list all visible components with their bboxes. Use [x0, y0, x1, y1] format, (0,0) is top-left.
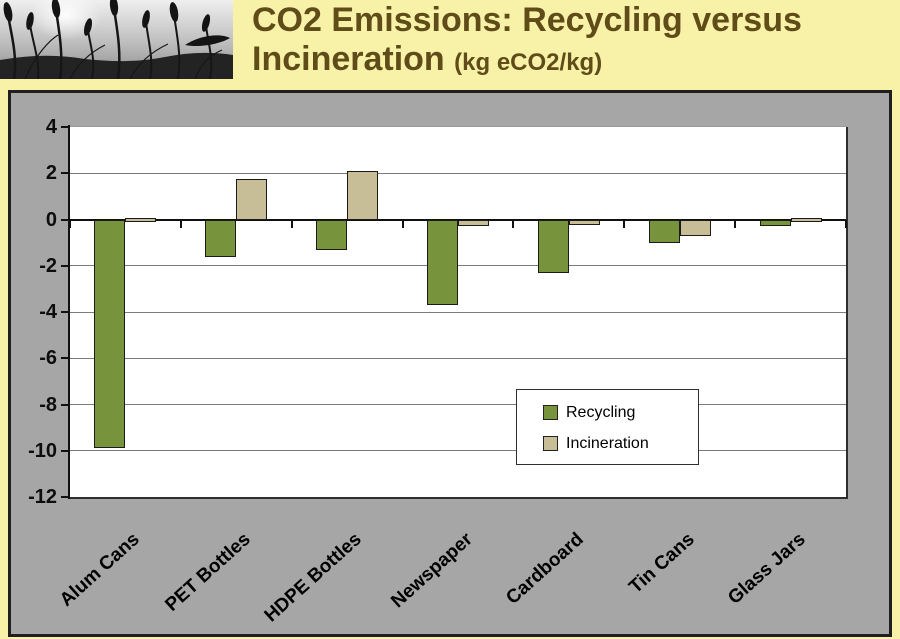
y-axis-tick-0: [61, 218, 70, 221]
x-axis-boundary-tick: [845, 219, 847, 228]
legend-swatch-recycling: [543, 405, 558, 420]
bar-recycling-pet-bottles: [205, 219, 237, 257]
y-axis-tick--12: [61, 496, 70, 498]
x-axis-label-cardboard: Cardboard: [502, 528, 588, 609]
x-axis-label-alum-cans: Alum Cans: [56, 528, 145, 611]
chart-panel: Recycling Incineration 4 2 0 -2 -4 -6 -8 -10 -12…: [8, 90, 892, 637]
title-line-2-text: Incineration: [252, 40, 445, 78]
bar-recycling-cardboard: [537, 219, 569, 273]
y-axis-label--10: -10: [28, 439, 57, 462]
y-axis-tick--10: [61, 449, 70, 452]
page-title: CO2 Emissions: Recycling versus Incinera…: [252, 1, 900, 82]
y-axis-label-0: 0: [45, 208, 57, 231]
y-axis-label--4: -4: [39, 301, 57, 323]
bar-incineration-cardboard: [568, 219, 600, 226]
x-axis-boundary-tick: [179, 219, 182, 228]
bar-incineration-alum-cans: [125, 218, 157, 223]
y-axis-tick--4: [61, 311, 70, 313]
gridline--10: [70, 450, 846, 452]
x-axis-label-glass-jars: Glass Jars: [723, 528, 810, 609]
legend-swatch-incineration: [543, 436, 558, 451]
bar-incineration-glass-jars: [790, 218, 822, 223]
y-axis-label--2: -2: [39, 254, 57, 277]
bar-incineration-tin-cans: [679, 219, 711, 236]
bar-incineration-newspaper: [458, 219, 489, 227]
plot-top-border: [70, 126, 846, 127]
y-axis-tick-2: [61, 172, 70, 175]
bar-incineration-pet-bottles: [236, 179, 268, 220]
legend-label-incineration: Incineration: [566, 434, 649, 452]
y-axis-tick--8: [61, 403, 70, 406]
x-axis-label-newspaper: Newspaper: [387, 528, 477, 613]
x-axis-boundary-tick: [512, 219, 515, 228]
y-axis-tick--2: [61, 264, 70, 267]
wheat-field-illustration: [0, 0, 233, 79]
wheat-field-photo: [0, 0, 233, 79]
title-line-2: Incineration (kg eCO2/kg): [252, 40, 900, 82]
x-axis-label-pet-bottles: PET Bottles: [161, 528, 255, 616]
bar-recycling-tin-cans: [648, 219, 680, 243]
x-axis-boundary-tick: [290, 219, 293, 228]
x-axis-boundary-tick: [734, 219, 737, 228]
legend-item-recycling: Recycling: [543, 397, 698, 428]
gridline--4: [70, 311, 846, 313]
plot-right-border: [846, 127, 848, 499]
x-axis-label-hdpe-bottles: HDPE Bottles: [260, 528, 366, 627]
gridline--6: [70, 357, 846, 359]
gridline--2: [70, 265, 846, 267]
x-axis-boundary-tick: [623, 219, 626, 228]
x-axis-boundary-tick: [401, 219, 404, 228]
bar-recycling-alum-cans: [94, 219, 126, 449]
bar-recycling-hdpe-bottles: [316, 219, 348, 250]
y-axis-tick-4: [61, 126, 70, 128]
y-axis-tick--6: [61, 357, 70, 360]
slide-header: CO2 Emissions: Recycling versus Incinera…: [0, 0, 900, 90]
y-axis-label--12: -12: [28, 486, 57, 508]
title-unit: (kg eCO2/kg): [454, 49, 603, 76]
legend: Recycling Incineration: [516, 389, 699, 465]
y-axis-label-4: 4: [45, 116, 57, 138]
bar-recycling-newspaper: [427, 219, 458, 306]
gridline--8: [70, 404, 846, 405]
legend-item-incineration: Incineration: [543, 428, 698, 459]
gridline-2: [70, 172, 846, 174]
y-axis-label-2: 2: [45, 162, 57, 185]
title-line-1: CO2 Emissions: Recycling versus: [252, 1, 802, 39]
legend-label-recycling: Recycling: [566, 403, 636, 421]
bar-recycling-glass-jars: [759, 219, 791, 227]
plot-bottom-border: [68, 497, 848, 499]
plot-area: Recycling Incineration: [61, 125, 848, 499]
x-axis-label-tin-cans: Tin Cans: [624, 528, 699, 598]
y-axis-label--6: -6: [39, 347, 57, 370]
x-axis-boundary-tick: [69, 219, 71, 228]
bar-incineration-hdpe-bottles: [347, 170, 379, 220]
y-axis-label--8: -8: [39, 393, 57, 416]
